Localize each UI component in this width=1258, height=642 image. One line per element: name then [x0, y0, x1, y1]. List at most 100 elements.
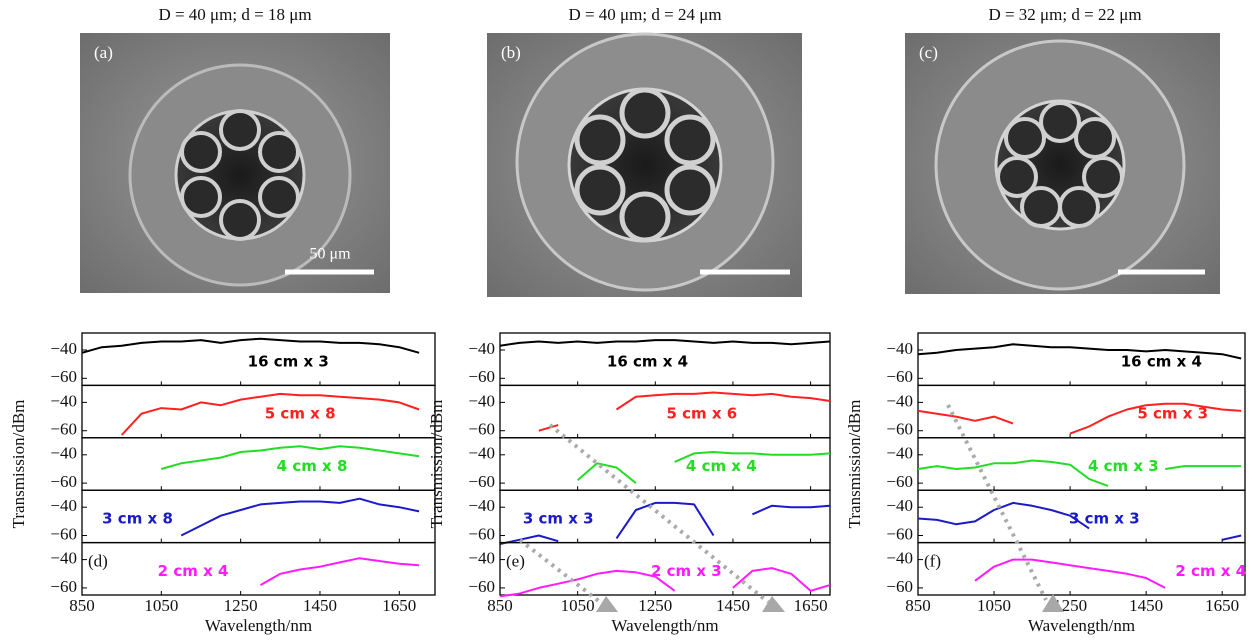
- series-label: 4 cm x 3: [1088, 457, 1159, 475]
- x-tick-label: 1450: [1129, 596, 1163, 615]
- arrow: [518, 404, 1048, 604]
- x-tick-label: 1450: [716, 596, 750, 615]
- y-tick-label: −40: [886, 496, 913, 515]
- series-line: [917, 343, 1242, 360]
- series-line: [120, 392, 420, 436]
- panel-label: (e): [506, 551, 525, 570]
- y-tick-label: −60: [468, 524, 495, 543]
- x-axis-label: Wavelength/nm: [205, 616, 312, 635]
- series-label: 2 cm x 4: [158, 562, 229, 580]
- y-tick-label: −60: [886, 367, 913, 386]
- y-tick-label: −40: [468, 339, 495, 358]
- x-tick-label: 1050: [561, 596, 595, 615]
- image-label: (b): [501, 43, 521, 62]
- scale-bar-label: 50 μm: [309, 246, 351, 263]
- y-tick-label: −60: [468, 577, 495, 596]
- y-tick-label: −40: [886, 391, 913, 410]
- series-label: 5 cm x 3: [1137, 405, 1208, 423]
- sem-image: [487, 32, 802, 297]
- series-line: [917, 459, 1242, 487]
- panel-label: (f): [924, 551, 941, 570]
- y-tick-label: −60: [50, 420, 77, 439]
- y-tick-label: −40: [468, 496, 495, 515]
- strip-frame: [81, 437, 436, 491]
- y-tick-label: −40: [50, 339, 77, 358]
- plots: −60 −40 16 cm x 3 −60 −40 5 cm x 8 −60 −40 4 cm …: [9, 332, 1246, 635]
- y-tick-label: −40: [886, 549, 913, 568]
- strip-frame: [81, 384, 436, 439]
- series-line: [180, 497, 420, 537]
- series-label: 16 cm x 4: [1121, 352, 1202, 370]
- x-tick-label: 1650: [382, 596, 416, 615]
- series-line: [161, 445, 420, 470]
- x-tick-label: 1050: [144, 596, 178, 615]
- x-tick-label: 1450: [303, 596, 337, 615]
- series-line: [499, 567, 831, 598]
- x-tick-label: 850: [69, 596, 95, 615]
- series-label: 5 cm x 8: [265, 405, 336, 423]
- series-label: 2 cm x 3: [651, 562, 722, 580]
- y-tick-label: −60: [468, 367, 495, 386]
- strip-frame: [81, 541, 436, 596]
- image-label: (c): [919, 43, 938, 62]
- y-tick-label: −60: [468, 472, 495, 491]
- y-tick-label: −60: [886, 472, 913, 491]
- series-label: 5 cm x 6: [667, 405, 738, 423]
- series-label: 4 cm x 8: [277, 457, 348, 475]
- x-tick-label: 1650: [794, 596, 828, 615]
- y-tick-label: −60: [50, 367, 77, 386]
- x-tick-label: 1050: [977, 596, 1011, 615]
- strip-frame: [499, 384, 831, 439]
- series-label: 2 cm x 4: [1175, 562, 1246, 580]
- sem-image: [80, 33, 390, 293]
- series-line: [81, 337, 420, 354]
- y-axis-label: Transmission/dBm: [845, 400, 864, 529]
- x-axis-label: Wavelength/nm: [611, 616, 718, 635]
- strip-frame: [499, 541, 831, 596]
- y-axis-label: Transmission/dBm: [9, 400, 28, 529]
- y-tick-label: −60: [886, 524, 913, 543]
- y-tick-label: −60: [50, 524, 77, 543]
- y-tick-label: −40: [50, 444, 77, 463]
- column-title: D = 40 μm; d = 18 μm: [158, 5, 311, 24]
- y-tick-label: −40: [50, 391, 77, 410]
- series-line: [260, 557, 420, 586]
- series-label: 3 cm x 8: [102, 510, 173, 528]
- y-tick-label: −60: [886, 420, 913, 439]
- arrow-head: [596, 594, 1064, 612]
- series-label: 4 cm x 4: [686, 457, 757, 475]
- x-axis-label: Wavelength/nm: [1028, 616, 1135, 635]
- y-tick-label: −40: [468, 549, 495, 568]
- strip-frame: [499, 437, 831, 491]
- series-label: 16 cm x 4: [607, 352, 688, 370]
- y-tick-label: −40: [468, 391, 495, 410]
- strip-frame: [917, 541, 1246, 596]
- x-tick-label: 1250: [224, 596, 258, 615]
- column-title: D = 40 μm; d = 24 μm: [568, 5, 721, 24]
- series-label: 16 cm x 3: [248, 352, 329, 370]
- y-tick-label: −60: [50, 472, 77, 491]
- series-line: [576, 451, 831, 484]
- y-axis-label: Transmission/dBm: [427, 400, 446, 529]
- y-tick-label: −60: [468, 420, 495, 439]
- series-line: [917, 501, 1242, 541]
- image-label: (a): [94, 43, 113, 62]
- series-line: [499, 339, 831, 347]
- series-line: [974, 558, 1166, 589]
- column-title: D = 32 μm; d = 22 μm: [988, 5, 1141, 24]
- series-line: [538, 391, 831, 432]
- y-tick-label: −40: [886, 339, 913, 358]
- y-tick-label: −40: [886, 444, 913, 463]
- x-tick-label: 1250: [638, 596, 672, 615]
- series-label: 3 cm x 3: [1069, 510, 1140, 528]
- x-tick-label: 1650: [1205, 596, 1239, 615]
- y-tick-label: −40: [468, 444, 495, 463]
- y-tick-label: −40: [50, 549, 77, 568]
- series-label: 3 cm x 3: [523, 510, 594, 528]
- panel-label: (d): [88, 551, 108, 570]
- y-tick-label: −40: [50, 496, 77, 515]
- sem-image: [905, 33, 1220, 294]
- series-line: [499, 501, 831, 545]
